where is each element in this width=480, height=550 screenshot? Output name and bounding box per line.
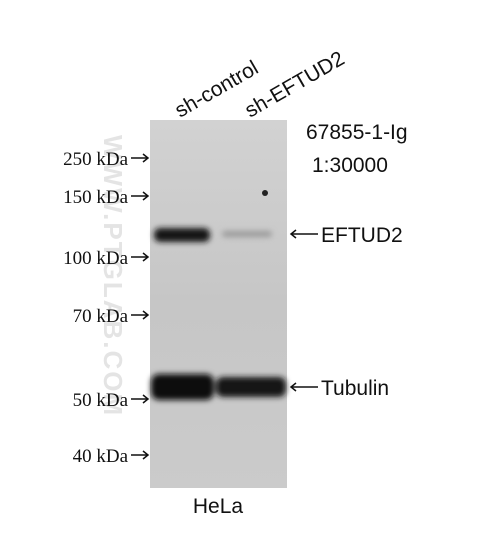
band-label: EFTUD2 xyxy=(321,224,403,247)
bands xyxy=(151,228,286,400)
marker-label: 150 kDa xyxy=(63,187,128,208)
marker-label: 250 kDa xyxy=(63,149,128,170)
marker-label: 50 kDa xyxy=(73,390,129,411)
spot xyxy=(262,190,268,196)
band xyxy=(154,228,210,242)
marker-arrows xyxy=(131,153,318,460)
watermark: WWW.PTGLAB.COM xyxy=(98,135,128,417)
antibody-dilution: 1:30000 xyxy=(312,154,388,177)
sample-label: HeLa xyxy=(193,495,244,518)
marker-label: 40 kDa xyxy=(73,446,129,467)
band xyxy=(216,377,286,397)
antibody-catalog: 67855-1-Ig xyxy=(306,121,408,144)
marker-labels: 250 kDa 150 kDa 100 kDa 70 kDa 50 kDa 40… xyxy=(63,149,128,467)
lane-label: sh-EFTUD2 xyxy=(241,47,349,122)
marker-label: 100 kDa xyxy=(63,248,128,269)
band xyxy=(151,374,214,400)
band xyxy=(222,231,272,237)
band-label: Tubulin xyxy=(321,377,389,400)
marker-label: 70 kDa xyxy=(73,306,129,327)
blot xyxy=(150,120,287,488)
